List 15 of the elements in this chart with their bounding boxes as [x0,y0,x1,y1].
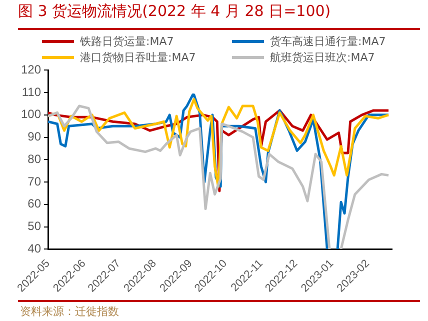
y-tick-label: 100 [20,107,42,122]
legend-label: 港口货物日吞吐量:MA7 [80,50,196,65]
text: 资料来源：迁徙指数 [20,304,119,319]
legend-label: 航班货运日班次:MA7 [270,50,375,65]
y-tick-label: 60 [28,196,42,211]
y-tick-label: 50 [28,219,42,234]
y-tick-label: 70 [28,174,42,188]
y-tick-label: 110 [22,84,42,99]
chart-title: 图 3 货运物流情况(2022 年 4 月 28 日=100) [18,2,331,21]
legend-label: 铁路日货运量:MA7 [80,34,174,49]
y-tick-label: 40 [28,241,42,256]
legend-label: 货车高速日通行量:MA7 [270,34,386,49]
y-tick-label: 80 [28,152,42,166]
y-tick-label: 90 [28,130,42,144]
y-tick-label: 120 [20,62,42,77]
